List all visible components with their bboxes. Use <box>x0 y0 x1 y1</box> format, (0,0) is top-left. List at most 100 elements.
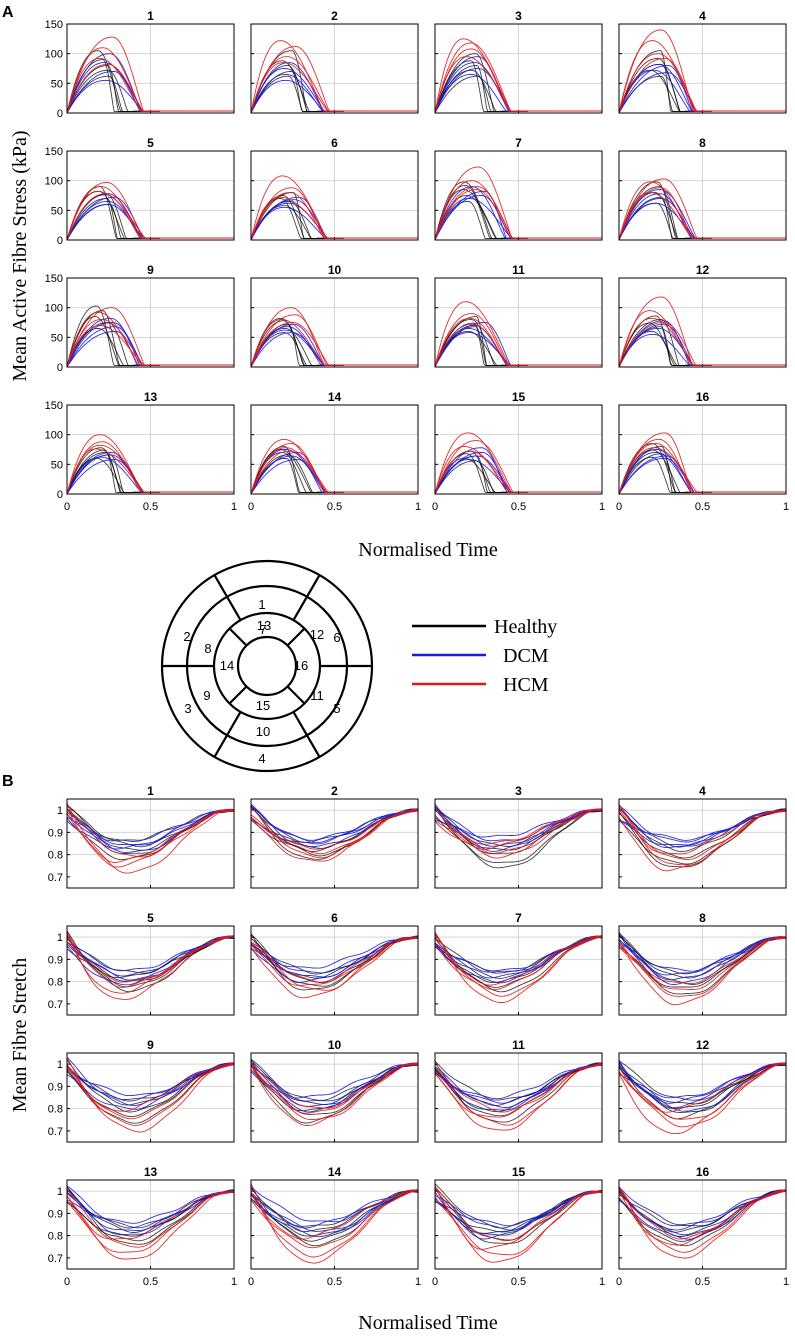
apical-divider <box>286 627 306 647</box>
panelA-subplot-11: 11 <box>434 263 603 368</box>
series-dcm-4 <box>66 1189 235 1224</box>
tick-label-y: 0.9 <box>48 954 63 966</box>
panelB-subplot-9: 0.7 0.8 0.9 1 9 <box>48 1038 235 1143</box>
panel-a-xlabel: Normalised Time <box>358 539 498 561</box>
series-dcm-2 <box>618 1060 787 1109</box>
tick-label-y: 0.9 <box>48 1081 63 1093</box>
segment-label-5: 5 <box>333 701 340 716</box>
segment-label-7: 7 <box>259 622 266 637</box>
series-hcm-1 <box>434 806 603 859</box>
subplot-frame <box>434 23 603 114</box>
series-hcm-3 <box>618 937 786 990</box>
series-dcm-4 <box>66 810 235 842</box>
segment-label-1: 1 <box>258 597 265 612</box>
tick-label-y: 100 <box>45 49 63 61</box>
series-hcm-3 <box>618 1189 787 1246</box>
series-hcm-4 <box>66 194 234 241</box>
series-dcm-3 <box>618 1063 787 1104</box>
subplot-frame <box>66 925 235 1016</box>
segment-label-13-visible: 13 <box>257 618 271 633</box>
series-hcm-1 <box>618 936 787 1006</box>
subplot-title: 8 <box>699 911 706 925</box>
series-hcm-4 <box>434 323 602 368</box>
panelB-subplot-6: 6 <box>250 911 419 1016</box>
series-hcm-2 <box>66 1063 235 1126</box>
subplot-frame <box>66 404 235 495</box>
panel-b: B Mean Fibre Stretch Normalised Time <box>2 773 498 1334</box>
subplot-title: 5 <box>147 136 154 150</box>
series-healthy-2 <box>434 809 603 863</box>
mid-divider <box>226 711 242 736</box>
subplot-frame <box>618 277 787 368</box>
subplot-frame <box>250 23 419 114</box>
apical-divider <box>286 685 306 705</box>
tick-label-x: 0.5 <box>327 501 342 513</box>
series-hcm-2 <box>434 934 603 997</box>
subplot-title: 15 <box>512 1165 526 1179</box>
series-hcm-2 <box>434 1191 603 1256</box>
series-hcm-4 <box>618 937 787 985</box>
subplot-frame <box>618 1052 787 1143</box>
legend-hcm-label: HCM <box>503 674 549 696</box>
panelB-subplot-13: 0.7 0.8 0.9 1 0 0.5 1 13 <box>48 1165 237 1288</box>
subplot-title: 10 <box>328 1038 342 1052</box>
tick-label-y: 100 <box>45 176 63 188</box>
series-hcm-4 <box>618 1063 787 1113</box>
subplot-title: 7 <box>515 136 522 150</box>
series-dcm-3 <box>250 937 419 974</box>
series-hcm-4 <box>250 1062 419 1109</box>
panelA-subplot-5: 0 50 100 150 5 <box>45 136 235 247</box>
tick-label-y: 0 <box>57 108 63 120</box>
series-hcm-3 <box>434 935 602 991</box>
series-hcm-4 <box>66 1190 235 1240</box>
series-dcm-2 <box>250 1189 419 1232</box>
series-hcm-3 <box>618 807 787 860</box>
panelB-subplot-14: 0 0.5 1 14 <box>248 1165 421 1288</box>
tick-label-y: 100 <box>45 430 63 442</box>
subplot-title: 1 <box>147 784 154 798</box>
series-dcm-3 <box>66 1062 235 1102</box>
subplot-title: 9 <box>147 263 154 277</box>
series-dcm-4 <box>434 809 603 838</box>
series-hcm-4 <box>66 63 234 114</box>
bullseye-diagram <box>160 559 374 773</box>
panelA-subplot-10: 10 <box>250 263 419 368</box>
tick-label-y: 0.7 <box>48 1253 63 1265</box>
tick-label-y: 1 <box>57 805 63 817</box>
tick-label-x: 1 <box>231 1276 237 1288</box>
tick-label-x: 0.5 <box>511 501 526 513</box>
series-hcm-2 <box>618 809 787 866</box>
tick-label-y: 1 <box>57 1186 63 1198</box>
tick-label-y: 0.9 <box>48 1208 63 1220</box>
panelA-subplot-6: 6 <box>250 136 419 241</box>
panel-b-subplots: 0.70.80.911 2 3 40.70.80.915 6 7 80.70.80.919 1… <box>48 784 789 1288</box>
segment-label-3: 3 <box>184 701 191 716</box>
tick-label-y: 50 <box>51 205 63 217</box>
mid-divider <box>292 711 308 736</box>
series-hcm-4 <box>66 808 234 858</box>
mid-divider <box>226 596 242 621</box>
legend-healthy-label: Healthy <box>494 616 557 638</box>
series-hcm-3 <box>250 1189 419 1249</box>
tick-label-y: 50 <box>51 459 63 471</box>
subplot-title: 14 <box>328 1165 342 1179</box>
series-dcm-4 <box>618 937 787 972</box>
series-hcm-4 <box>250 196 418 241</box>
subplot-title: 1 <box>147 9 154 23</box>
subplot-frame <box>434 150 603 241</box>
subplot-title: 8 <box>699 136 706 150</box>
panelA-subplot-9: 0 50 100 150 9 <box>45 263 235 374</box>
basal-divider <box>213 734 228 758</box>
series-hcm-2 <box>250 937 418 991</box>
panelB-subplot-4: 4 <box>618 784 787 889</box>
series-hcm-1 <box>66 802 235 874</box>
panelA-subplot-13: 0 50 100 150 0 0.5 1 13 <box>45 390 237 513</box>
tick-label-y: 150 <box>45 273 63 285</box>
series-dcm-4 <box>250 936 419 969</box>
subplot-title: 7 <box>515 911 522 925</box>
panel-a-ylabel: Mean Active Fibre Stress (kPa) <box>9 130 31 381</box>
series-hcm-2 <box>250 1063 419 1121</box>
tick-label-x: 0.5 <box>511 1276 526 1288</box>
